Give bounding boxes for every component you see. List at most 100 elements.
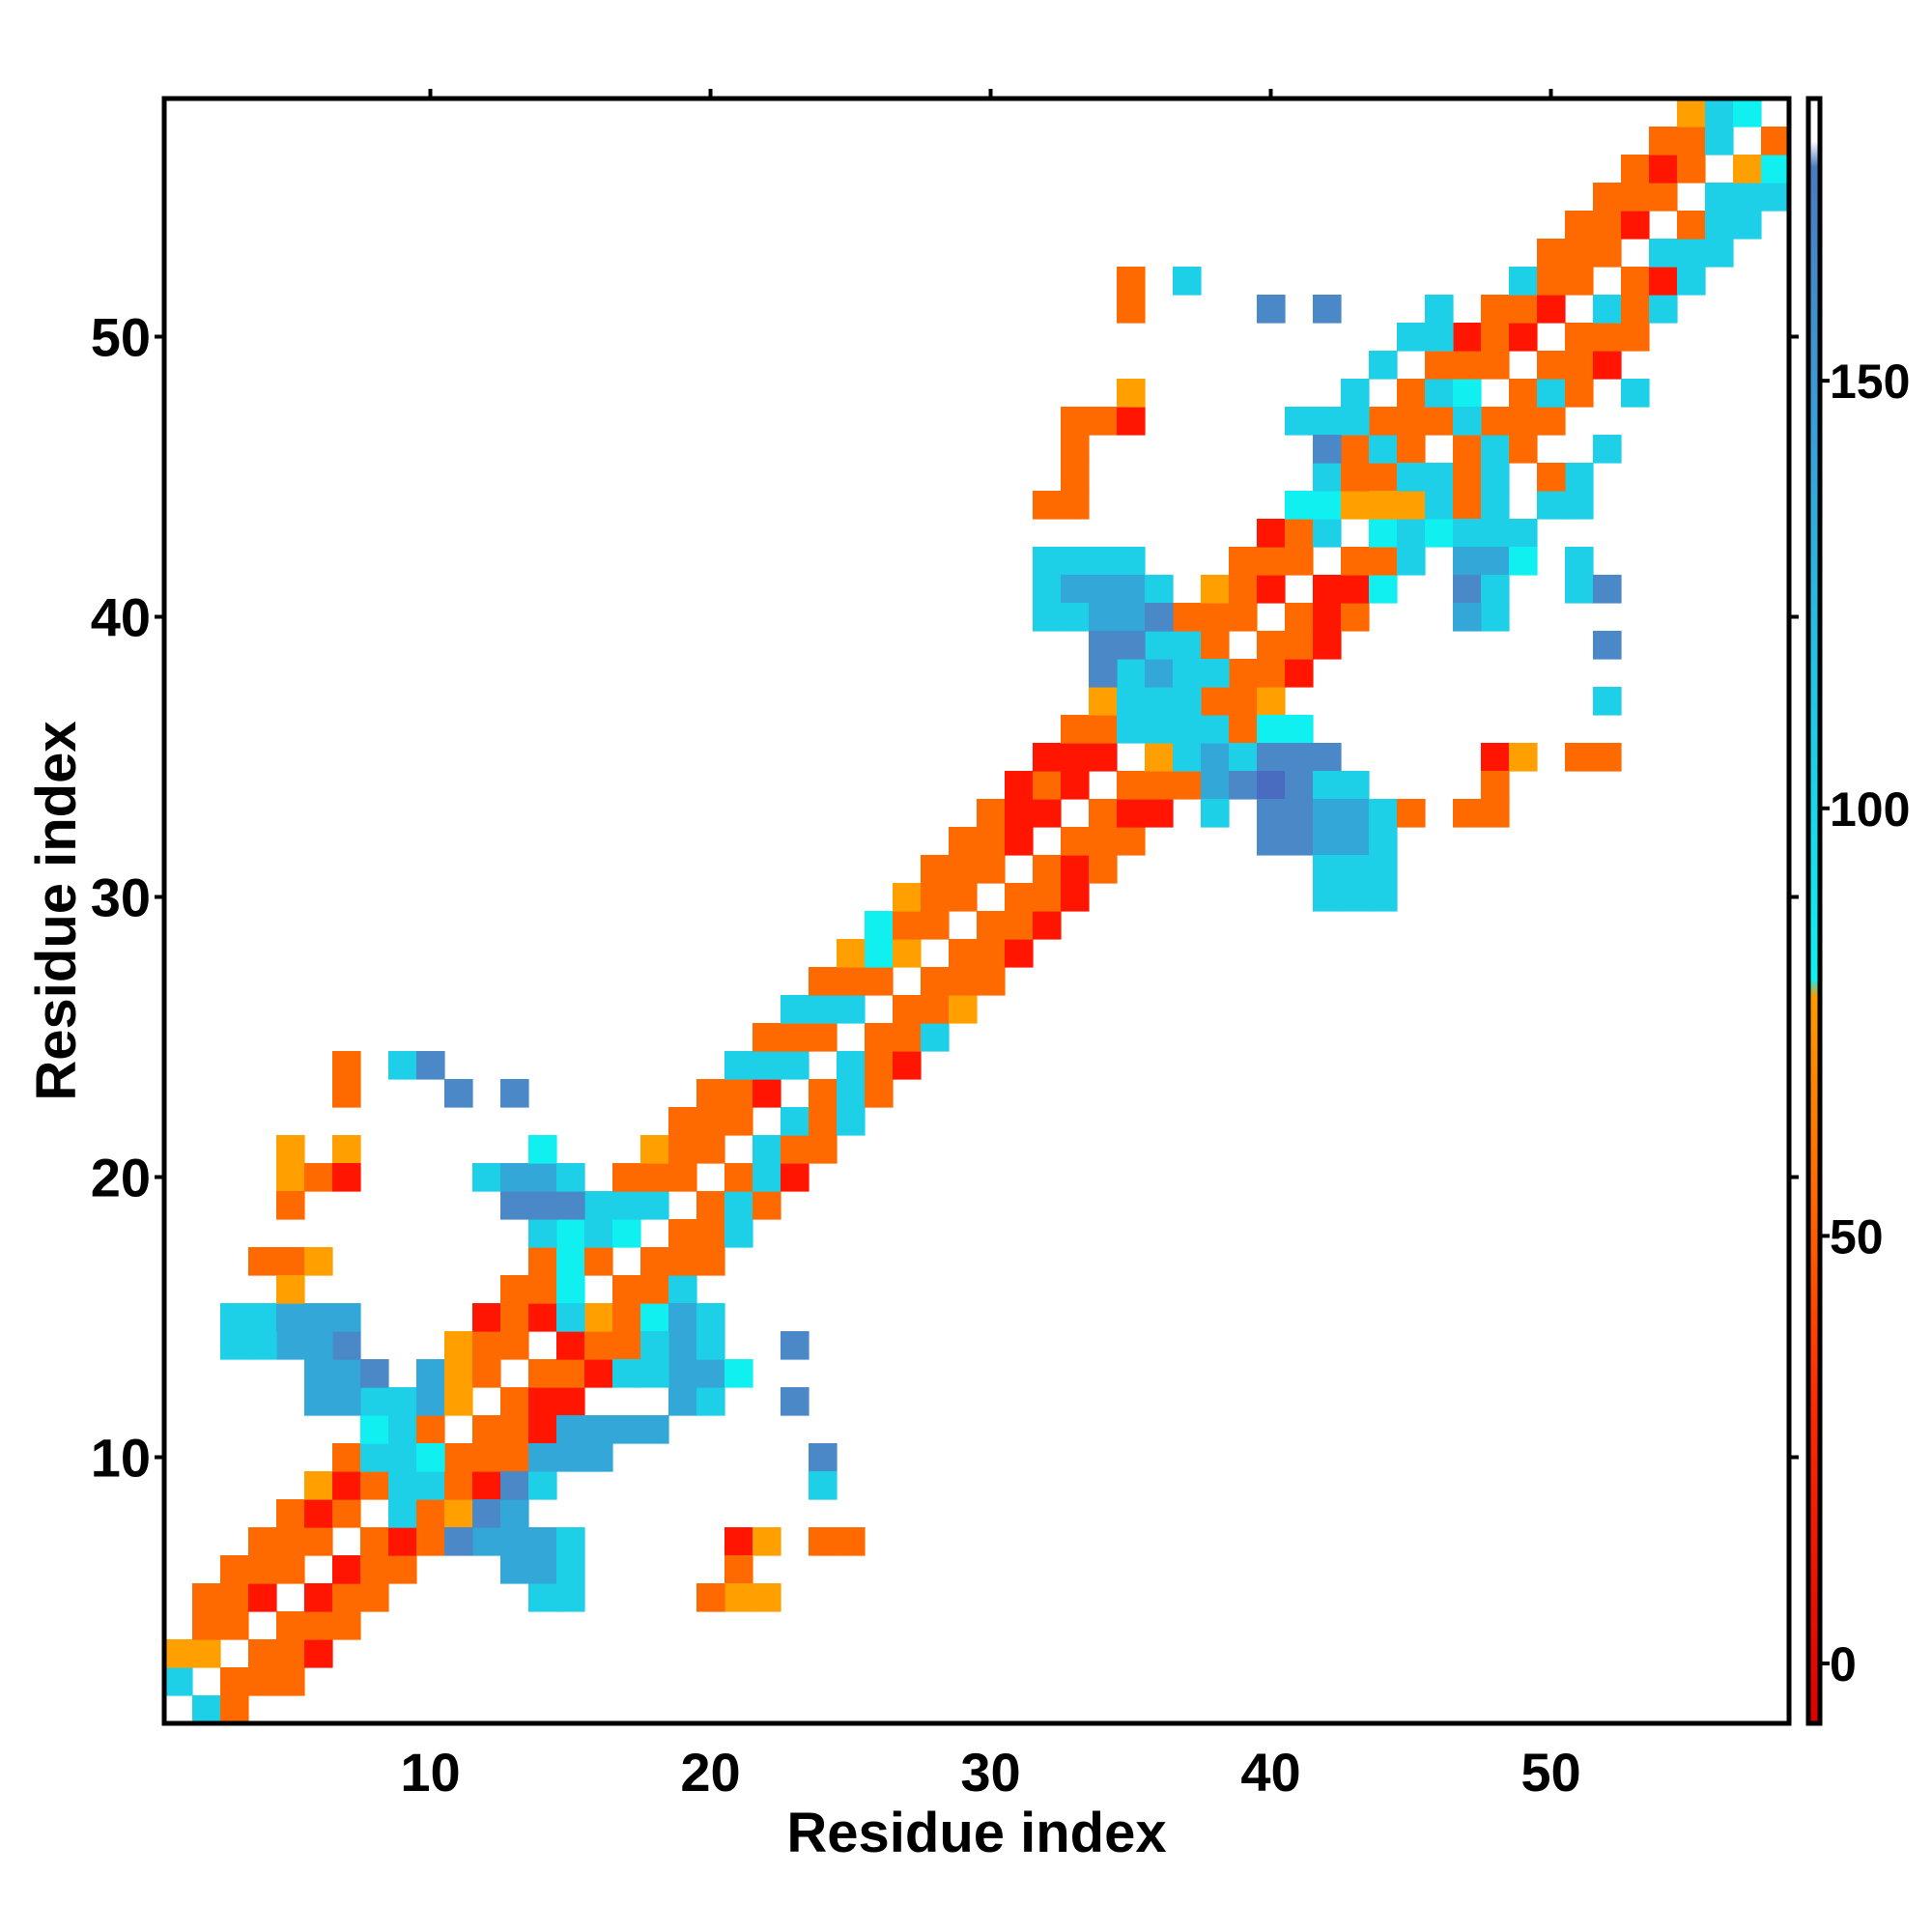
heatmap-cell	[977, 827, 1006, 856]
heatmap-cell	[781, 1051, 810, 1080]
heatmap-cell	[724, 1191, 753, 1220]
heatmap-cell	[1061, 883, 1090, 912]
heatmap-cell	[1257, 799, 1286, 828]
heatmap-cell	[220, 1611, 249, 1640]
heatmap-cell	[444, 1471, 473, 1500]
plot-frame	[161, 96, 1792, 1726]
heatmap-cell	[1117, 715, 1146, 744]
heatmap-cell	[528, 1135, 557, 1164]
heatmap-cell	[1453, 799, 1482, 828]
heatmap-cell	[949, 855, 978, 884]
heatmap-cell	[556, 1415, 585, 1444]
heatmap-cell	[472, 1499, 501, 1528]
heatmap-cell	[584, 1303, 613, 1332]
heatmap-cell	[220, 1583, 249, 1612]
heatmap-cell	[1509, 743, 1538, 772]
heatmap-cell	[1341, 491, 1370, 520]
heatmap-cell	[584, 1443, 613, 1472]
heatmap-cell	[1033, 547, 1062, 576]
heatmap-cell	[444, 1499, 473, 1528]
heatmap-cell	[1285, 491, 1314, 520]
heatmap-cell	[612, 1219, 641, 1248]
heatmap-cell	[696, 1583, 725, 1612]
heatmap-cell	[472, 1415, 501, 1444]
heatmap-cell	[416, 1499, 445, 1528]
heatmap-cell	[1705, 239, 1734, 268]
x-axis-label: Residue index	[786, 1802, 1166, 1864]
heatmap-cell	[1621, 379, 1650, 408]
heatmap-cell	[500, 1415, 529, 1444]
heatmap-cell	[1089, 715, 1118, 744]
heatmap-cell	[1369, 799, 1398, 828]
heatmap-cell	[921, 911, 950, 940]
heatmap-cell	[1201, 743, 1230, 772]
heatmap-cell	[696, 1303, 725, 1332]
heatmap-cell	[1397, 547, 1426, 576]
heatmap-cell	[1145, 715, 1174, 744]
heatmap-cell	[556, 1247, 585, 1276]
heatmap-cell	[1369, 827, 1398, 856]
heatmap-cell	[837, 1527, 866, 1556]
heatmap-cell	[809, 967, 838, 996]
heatmap-cell	[500, 1527, 529, 1556]
heatmap-cell	[556, 1275, 585, 1304]
heatmap-cell	[1117, 631, 1146, 660]
heatmap-cell	[696, 1079, 725, 1108]
heatmap-cell	[837, 1051, 866, 1080]
heatmap-cell	[276, 1163, 305, 1192]
heatmap-cell	[1145, 631, 1174, 660]
heatmap-cell	[1313, 799, 1342, 828]
heatmap-cell	[584, 1359, 613, 1388]
heatmap-cell	[1369, 883, 1398, 912]
heatmap-cell	[1145, 659, 1174, 688]
heatmap-cell	[556, 1443, 585, 1472]
heatmap-cell	[1145, 687, 1174, 716]
heatmap-cell	[1201, 659, 1230, 688]
heatmap-cell	[360, 1471, 389, 1500]
heatmap-cell	[584, 1331, 613, 1360]
heatmap-cell	[837, 1079, 866, 1108]
colorbar-tick-label: 0	[1830, 1637, 1857, 1691]
heatmap-cell	[977, 799, 1006, 828]
heatmap-cell	[781, 1387, 810, 1416]
heatmap-cell	[865, 967, 894, 996]
heatmap-cell	[1061, 575, 1090, 604]
heatmap-cell	[837, 939, 866, 968]
heatmap-cell	[837, 1107, 866, 1136]
heatmap-cell	[612, 1359, 641, 1388]
heatmap-cell	[921, 1023, 950, 1052]
heatmap-cell	[1341, 547, 1370, 576]
heatmap-cell	[1481, 771, 1510, 800]
heatmap-cell	[416, 1471, 445, 1500]
heatmap-cell	[612, 1303, 641, 1332]
heatmap-cell	[1313, 435, 1342, 464]
x-tick-label: 10	[400, 1742, 460, 1803]
heatmap-cell	[1061, 715, 1090, 744]
heatmap-cell	[1425, 519, 1454, 548]
heatmap-cell	[332, 1583, 361, 1612]
heatmap-cell	[1453, 435, 1482, 464]
heatmap-cell	[753, 1079, 781, 1108]
heatmap-cell	[276, 1135, 305, 1164]
heatmap-cell	[1593, 239, 1622, 268]
heatmap-cell	[1005, 827, 1034, 856]
heatmap-cell	[388, 1555, 417, 1584]
heatmap-cell	[1285, 715, 1314, 744]
heatmap-cell	[1537, 239, 1566, 268]
heatmap-cell	[1565, 211, 1594, 240]
heatmap-cell	[921, 883, 950, 912]
heatmap-cell	[1089, 799, 1118, 828]
heatmap-cell	[893, 995, 922, 1024]
heatmap-cell	[1677, 127, 1706, 156]
heatmap-cell	[724, 1219, 753, 1248]
heatmap-cell	[1257, 827, 1286, 856]
heatmap-cell	[500, 1191, 529, 1220]
heatmap-cell	[1481, 743, 1510, 772]
colorbar-tick-label: 150	[1830, 355, 1910, 409]
heatmap-cell	[781, 995, 810, 1024]
heatmap-cell	[1677, 99, 1706, 128]
heatmap-cell	[1481, 435, 1510, 464]
heatmap-cell	[1285, 659, 1314, 688]
heatmap-cell	[640, 1359, 669, 1388]
heatmap-cell	[668, 1219, 697, 1248]
